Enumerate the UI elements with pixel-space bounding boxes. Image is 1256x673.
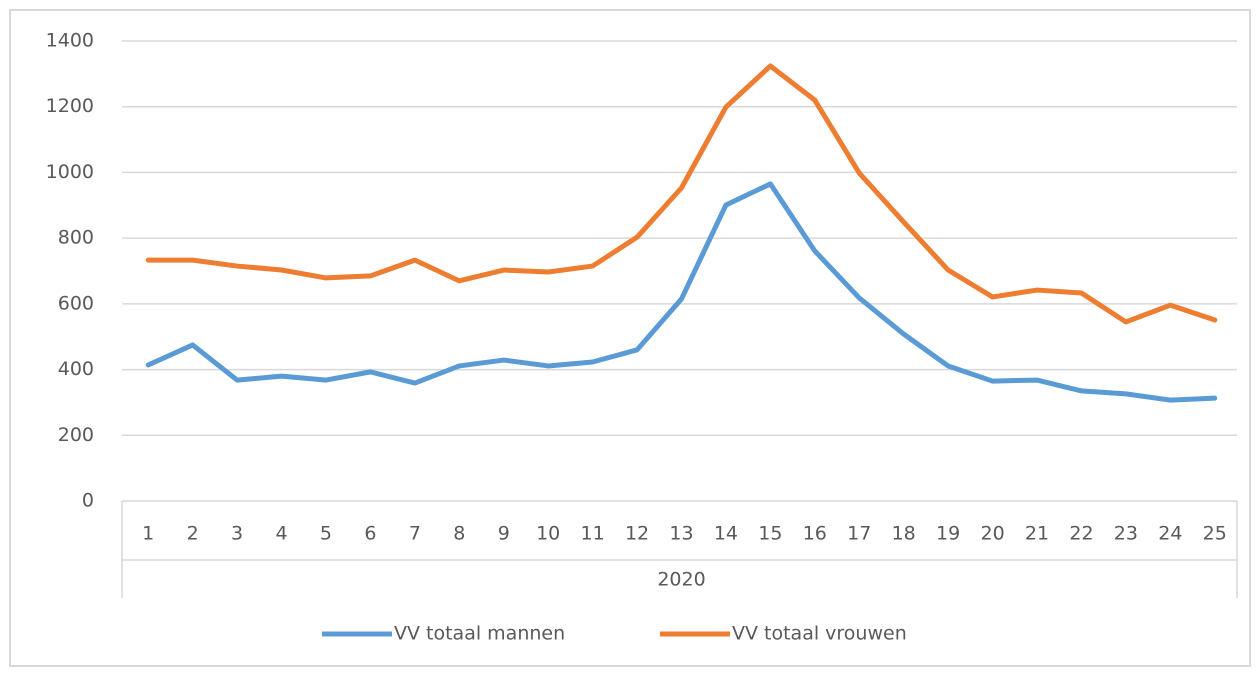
- legend-label: VV totaal vrouwen: [732, 623, 907, 645]
- x-group-label: 2020: [657, 569, 705, 591]
- x-tick-label: 10: [536, 523, 560, 545]
- x-tick-label: 8: [453, 523, 465, 545]
- x-tick-label: 21: [1025, 523, 1049, 545]
- x-tick-label: 16: [803, 523, 827, 545]
- x-tick-label: 23: [1114, 523, 1138, 545]
- legend-label: VV totaal mannen: [394, 623, 565, 645]
- x-tick-label: 17: [847, 523, 871, 545]
- x-tick-label: 6: [364, 523, 376, 545]
- x-tick-label: 13: [669, 523, 693, 545]
- x-tick-label: 12: [625, 523, 649, 545]
- y-tick-label: 0: [82, 490, 94, 512]
- x-tick-label: 5: [320, 523, 332, 545]
- x-tick-label: 19: [936, 523, 960, 545]
- x-tick-label: 3: [231, 523, 243, 545]
- x-tick-label: 22: [1069, 523, 1093, 545]
- x-tick-label: 11: [581, 523, 605, 545]
- x-tick-label: 4: [275, 523, 287, 545]
- x-tick-label: 24: [1158, 523, 1182, 545]
- y-tick-label: 400: [58, 358, 94, 380]
- x-tick-label: 2: [187, 523, 199, 545]
- x-tick-label: 7: [409, 523, 421, 545]
- y-tick-label: 200: [58, 424, 94, 446]
- x-tick-label: 25: [1203, 523, 1227, 545]
- x-tick-label: 18: [892, 523, 916, 545]
- y-tick-label: 800: [58, 227, 94, 249]
- x-tick-label: 9: [498, 523, 510, 545]
- y-tick-label: 600: [58, 292, 94, 314]
- x-tick-label: 14: [714, 523, 738, 545]
- y-tick-label: 1400: [46, 30, 94, 52]
- data-line: [145, 63, 1218, 325]
- x-tick-label: 1: [142, 523, 154, 545]
- x-tick-label: 20: [980, 523, 1004, 545]
- data-line: [145, 181, 1218, 403]
- y-tick-label: 1200: [46, 95, 94, 117]
- chart-border: [9, 9, 1251, 667]
- y-tick-label: 1000: [46, 161, 94, 183]
- x-tick-label: 15: [758, 523, 782, 545]
